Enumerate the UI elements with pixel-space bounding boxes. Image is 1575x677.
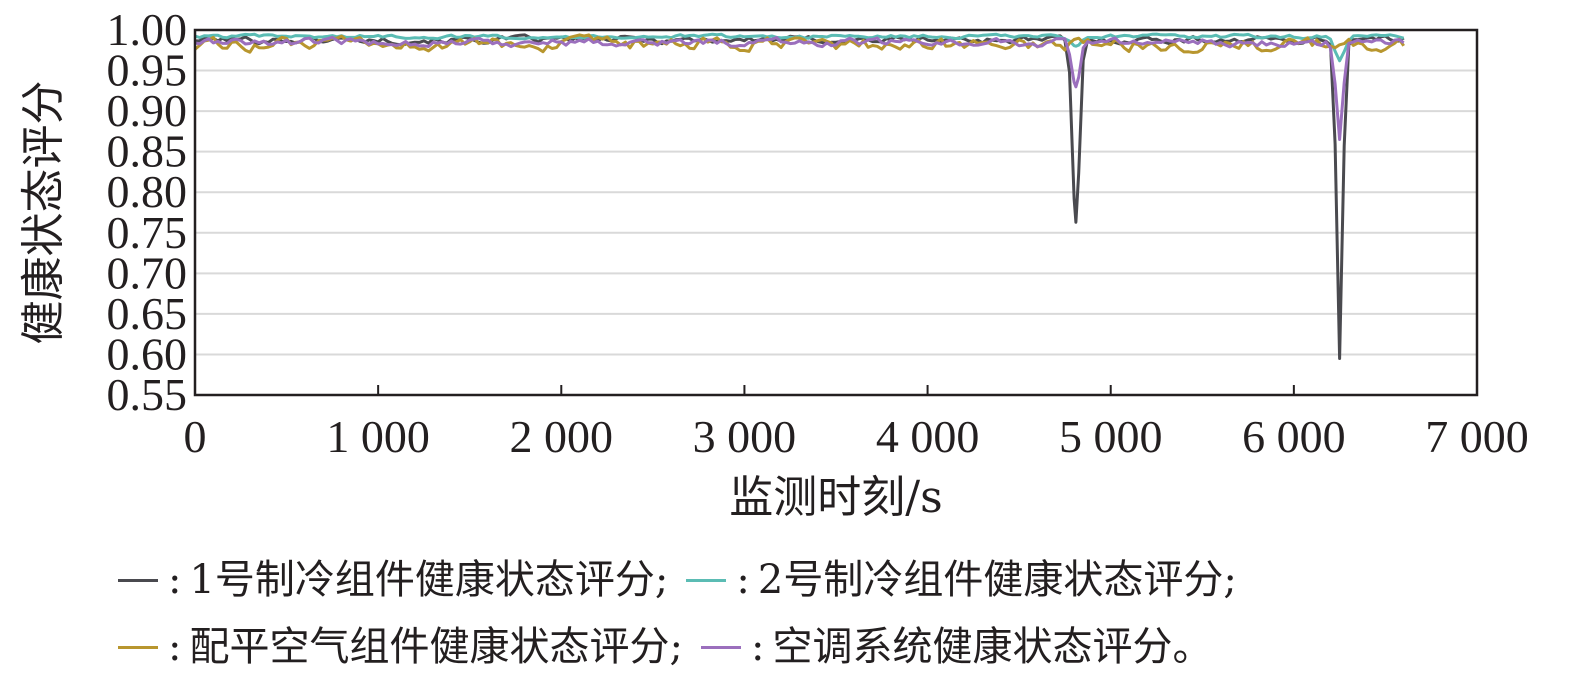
- y-tick-label: 1.00: [107, 4, 188, 55]
- plot-frame: [193, 28, 1479, 397]
- legend-swatch: [700, 645, 741, 649]
- y-tick-label: 0.90: [107, 85, 188, 136]
- x-tick-label: 3 000: [693, 411, 797, 462]
- series-line-3: [194, 33, 1405, 54]
- legend-swatch: [118, 645, 158, 649]
- legend-row-2: : 配平空气组件健康状态评分;: 空调系统健康状态评分。: [118, 617, 1230, 677]
- x-tick-label: 0: [184, 411, 207, 462]
- legend-item: :2号制冷组件健康状态评分;: [686, 550, 1237, 610]
- series-line-4: [194, 35, 1405, 141]
- series-line-1: [194, 33, 1405, 360]
- grid-lines: [195, 69, 1477, 356]
- legend-item: :1号制冷组件健康状态评分;: [118, 550, 668, 610]
- legend-row-1: :1号制冷组件健康状态评分;:2号制冷组件健康状态评分;: [118, 550, 1255, 610]
- x-tick-label: 6 000: [1242, 411, 1346, 462]
- legend-item: : 空调系统健康状态评分。: [700, 617, 1213, 677]
- x-axis-ticks: 0 1 000 2 000 3 000 4 000 5 000 6 000 7 000: [184, 385, 1529, 462]
- legend-item: : 配平空气组件健康状态评分;: [118, 617, 683, 677]
- y-axis-ticks: 0.550.600.650.700.750.800.850.900.951.00: [107, 4, 188, 420]
- legend-separator: :: [736, 557, 750, 603]
- legend-label: 配平空气组件健康状态评分;: [189, 624, 683, 670]
- x-tick-label: 2 000: [510, 411, 614, 462]
- legend-label: 空调系统健康状态评分。: [772, 624, 1213, 670]
- series-line-2: [194, 32, 1405, 63]
- legend-label: 2号制冷组件健康状态评分;: [757, 557, 1237, 603]
- legend-swatch: [118, 578, 158, 582]
- y-tick-label: 0.60: [107, 328, 188, 379]
- x-tick-label: 1 000: [326, 411, 430, 462]
- legend-separator: :: [168, 557, 182, 603]
- y-tick-label: 0.55: [107, 369, 188, 420]
- legend-label: 1号制冷组件健康状态评分;: [189, 557, 669, 603]
- legend-separator: :: [750, 624, 765, 670]
- x-tick-label: 7 000: [1425, 411, 1529, 462]
- y-tick-label: 0.80: [107, 166, 188, 217]
- legend-separator: :: [168, 624, 182, 670]
- y-tick-label: 0.70: [107, 247, 188, 298]
- series-lines: [194, 32, 1405, 360]
- health-score-chart: 0 1 000 2 000 3 000 4 000 5 000 6 000 7 000 0.5…: [18, 4, 1529, 523]
- y-axis-label: 健康状态评分: [18, 81, 69, 345]
- y-tick-label: 0.85: [107, 126, 188, 177]
- x-tick-label: 5 000: [1059, 411, 1163, 462]
- x-tick-label: 4 000: [876, 411, 980, 462]
- y-tick-label: 0.75: [107, 207, 188, 258]
- x-axis-label: 监测时刻/s: [729, 472, 942, 523]
- legend-swatch: [686, 578, 727, 582]
- y-tick-label: 0.95: [107, 45, 188, 96]
- y-tick-label: 0.65: [107, 288, 188, 339]
